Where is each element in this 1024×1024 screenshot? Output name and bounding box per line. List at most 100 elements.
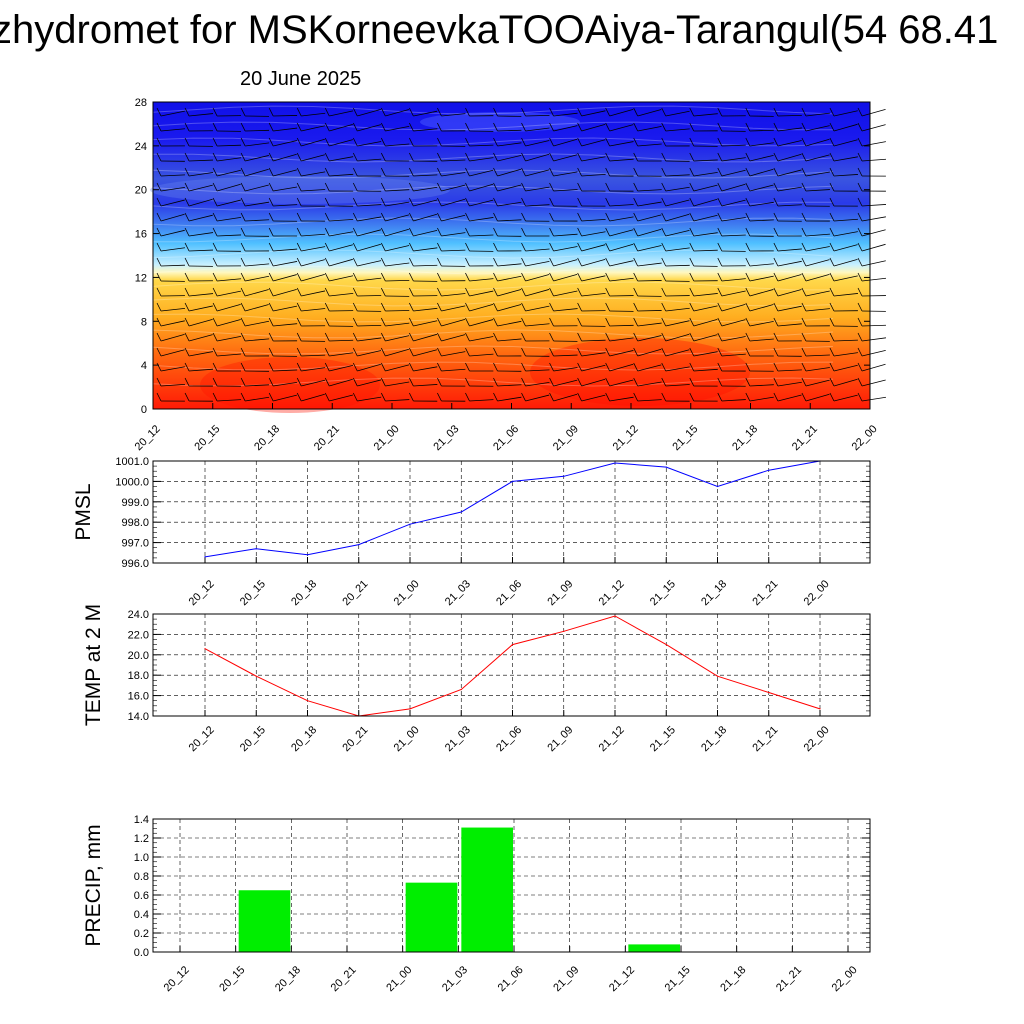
- wind-barb-flag: [324, 182, 330, 192]
- wind-barb-flag: [745, 137, 751, 147]
- wind-barb-flag: [296, 302, 302, 312]
- x-tick-label: 21_03: [440, 964, 470, 994]
- wind-barb: [777, 248, 802, 252]
- wind-barb-flag: [857, 122, 863, 132]
- wind-barb: [301, 367, 326, 372]
- wind-barb-flag: [773, 272, 779, 282]
- wind-barb-flag: [437, 377, 442, 387]
- wind-barb: [441, 184, 466, 192]
- wind-barb: [273, 248, 298, 252]
- contour-line: [152, 281, 834, 291]
- wind-barb: [441, 198, 466, 207]
- wind-barb: [665, 366, 690, 372]
- wind-barb: [385, 322, 410, 327]
- wind-barb: [413, 247, 438, 252]
- wind-barb-flag: [465, 287, 470, 297]
- wind-barb-flag: [352, 212, 358, 222]
- wind-barb: [329, 394, 354, 402]
- wind-barb-flag: [661, 167, 667, 177]
- wind-barb-flag: [717, 227, 723, 237]
- wind-barb: [861, 277, 887, 282]
- wind-barb-flag: [324, 107, 330, 117]
- wind-barb-flag: [156, 107, 162, 117]
- x-tick-label: 21_03: [443, 724, 473, 754]
- wind-barb: [553, 189, 578, 192]
- wind-barb-flag: [689, 212, 695, 222]
- wind-barb-flag: [577, 122, 582, 132]
- x-tick-label: 20_12: [133, 423, 163, 453]
- wind-barb-flag: [493, 197, 498, 207]
- wind-barb-flag: [493, 377, 498, 387]
- wind-barb-flag: [633, 362, 639, 372]
- contour-line: [152, 201, 834, 211]
- data-point: [409, 708, 411, 710]
- wind-barb-flag: [437, 257, 442, 267]
- wind-barb: [441, 351, 466, 357]
- wind-barb-flag: [801, 227, 807, 237]
- x-tick-label: 20_15: [238, 724, 268, 754]
- wind-barb: [833, 139, 858, 147]
- wind-barb-flag: [633, 227, 639, 237]
- wind-barb: [553, 354, 578, 357]
- wind-barb-flag: [156, 197, 162, 207]
- wind-barb-flag: [240, 317, 246, 327]
- wind-barb-flag: [577, 167, 582, 177]
- x-tick-label: 20_15: [238, 578, 268, 608]
- wind-barb-flag: [324, 347, 330, 357]
- wind-barb-flag: [184, 227, 190, 237]
- wind-barb-flag: [857, 227, 863, 237]
- x-tick-label: 21_09: [551, 423, 581, 453]
- wind-barb-flag: [156, 137, 162, 147]
- wind-barb: [301, 189, 326, 192]
- wind-barb: [553, 379, 578, 387]
- wind-barb: [497, 338, 522, 342]
- wind-barb-flag: [829, 347, 835, 357]
- x-tick-label: 21_18: [699, 578, 729, 608]
- wind-barb: [188, 351, 213, 357]
- wind-barb: [805, 112, 830, 117]
- wind-barb-flag: [661, 152, 667, 162]
- wind-barb-flag: [661, 242, 667, 252]
- wind-barb-flag: [493, 182, 498, 192]
- wind-barb: [721, 169, 746, 177]
- wind-barb: [665, 333, 690, 342]
- wind-barb-flag: [296, 197, 302, 207]
- wind-barb-flag: [324, 302, 330, 312]
- x-tick-label: 21_09: [551, 964, 581, 994]
- wind-barb: [469, 183, 494, 192]
- wind-barb-flag: [633, 242, 639, 252]
- wind-barb-flag: [801, 362, 807, 372]
- wind-barb-flag: [829, 317, 835, 327]
- wind-barb: [497, 384, 522, 387]
- wind-barb-flag: [437, 287, 442, 297]
- wind-barb-flag: [745, 287, 751, 297]
- wind-barb-flag: [773, 377, 779, 387]
- wind-barb-flag: [689, 137, 695, 147]
- heatmap-blob: [530, 338, 750, 406]
- precip-bar: [461, 827, 513, 952]
- y-tick-label: 1001.0: [115, 456, 149, 468]
- wind-barb-flag: [829, 377, 835, 387]
- wind-barb-flag: [324, 272, 330, 282]
- wind-barb: [245, 155, 269, 162]
- wind-barb-flag: [240, 257, 246, 267]
- wind-barb: [721, 353, 746, 357]
- wind-barb-flag: [829, 257, 835, 267]
- x-tick-label: 21_12: [597, 724, 627, 754]
- wind-barb-flag: [156, 287, 162, 297]
- wind-barb-flag: [437, 197, 442, 207]
- wind-barb: [245, 304, 269, 312]
- wind-barb-flag: [689, 167, 695, 177]
- wind-barb: [357, 158, 382, 162]
- wind-barb-flag: [409, 227, 414, 237]
- wind-barb: [525, 305, 550, 312]
- wind-barb-flag: [605, 107, 610, 117]
- wind-barb: [609, 277, 634, 282]
- wind-barb-flag: [773, 122, 779, 132]
- wind-barb-flag: [409, 197, 414, 207]
- wind-barb: [189, 368, 214, 372]
- wind-barb-flag: [465, 392, 470, 402]
- wind-barb: [525, 274, 550, 282]
- wind-barb-flag: [633, 197, 639, 207]
- y-tick-label: 999.0: [121, 497, 149, 509]
